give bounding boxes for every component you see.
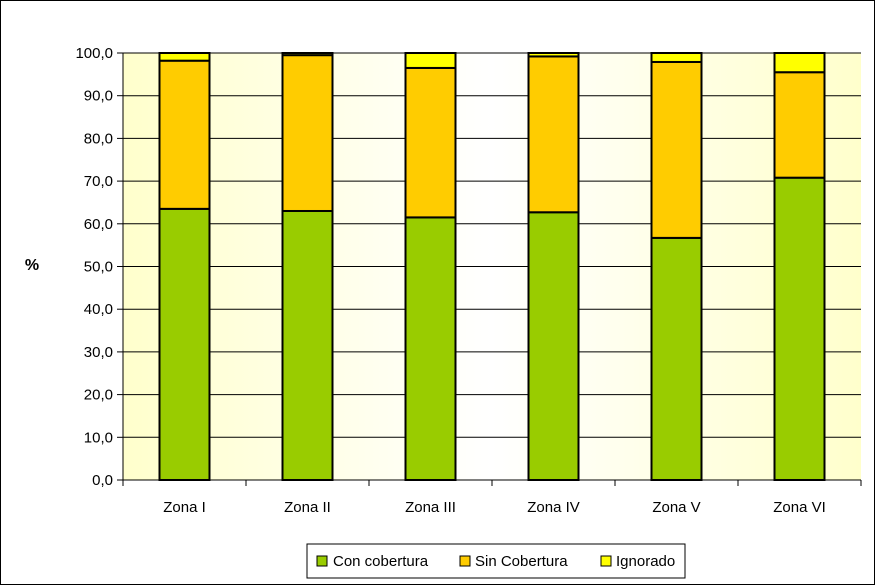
- y-tick-label: 50,0: [84, 259, 113, 276]
- bar-segment: [527, 55, 580, 214]
- bar-segment: [404, 216, 457, 482]
- bar-segment: [158, 207, 211, 481]
- x-tick-label: Zona IV: [527, 499, 580, 516]
- legend-swatch: [459, 555, 471, 567]
- y-tick-label: 10,0: [84, 429, 113, 446]
- bar-segment: [527, 211, 580, 481]
- bar-segment: [281, 52, 334, 57]
- x-tick-label: Zona III: [405, 499, 456, 516]
- y-tick-label: 90,0: [84, 88, 113, 105]
- bar-segment: [281, 54, 334, 212]
- bar-segment: [650, 52, 703, 63]
- bar-segment: [773, 71, 826, 179]
- y-tick-label: 20,0: [84, 387, 113, 404]
- y-tick-label: 40,0: [84, 301, 113, 318]
- bar-segment: [158, 59, 211, 210]
- legend: [306, 543, 686, 579]
- x-tick-label: Zona V: [652, 499, 700, 516]
- y-axis-title: %: [25, 257, 39, 274]
- y-tick-label: 70,0: [84, 173, 113, 190]
- y-tick-label: 30,0: [84, 344, 113, 361]
- legend-label: Sin Cobertura: [475, 553, 568, 570]
- x-tick-label: Zona I: [163, 499, 206, 516]
- bar-segment: [158, 52, 211, 62]
- bar-segment: [404, 52, 457, 69]
- legend-swatch: [600, 555, 612, 567]
- bar-segment: [404, 66, 457, 219]
- bar-segment: [773, 52, 826, 74]
- x-tick-label: Zona VI: [773, 499, 826, 516]
- bar-segment: [650, 60, 703, 239]
- y-tick-label: 80,0: [84, 130, 113, 147]
- bar-segment: [281, 209, 334, 482]
- bar-segment: [527, 52, 580, 58]
- legend-label: Con cobertura: [333, 553, 429, 570]
- y-tick-label: 60,0: [84, 216, 113, 233]
- bar-segment: [773, 176, 826, 482]
- legend-label: Ignorado: [616, 553, 675, 570]
- bar-segment: [650, 236, 703, 481]
- x-tick-label: Zona II: [284, 499, 331, 516]
- legend-swatch: [316, 555, 328, 567]
- y-tick-label: 0,0: [92, 472, 113, 489]
- y-tick-label: 100,0: [75, 45, 113, 62]
